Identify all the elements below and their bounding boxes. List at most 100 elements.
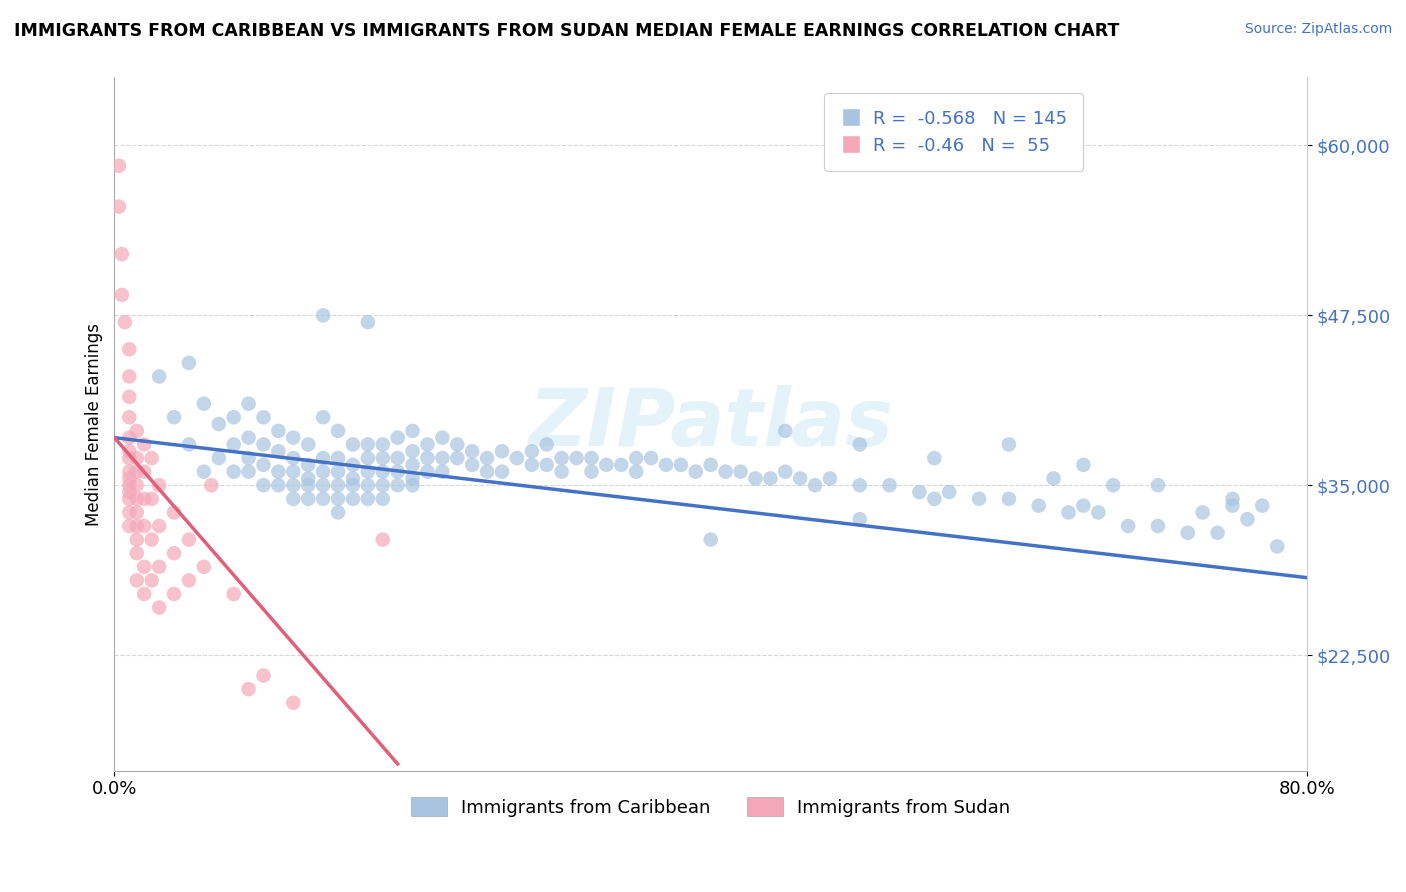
Point <box>432 465 454 479</box>
Point <box>297 458 319 472</box>
Point <box>163 546 186 560</box>
Point <box>141 533 163 547</box>
Point <box>326 465 349 479</box>
Point <box>118 485 141 500</box>
Point <box>193 397 215 411</box>
Point <box>125 451 148 466</box>
Point <box>624 465 647 479</box>
Point <box>371 533 394 547</box>
Point <box>401 444 423 458</box>
Point <box>326 505 349 519</box>
Point <box>491 444 513 458</box>
Point <box>342 491 364 506</box>
Point <box>879 478 901 492</box>
Point <box>312 451 335 466</box>
Point <box>357 465 380 479</box>
Point <box>416 437 439 451</box>
Point <box>297 437 319 451</box>
Point <box>193 465 215 479</box>
Point <box>1102 478 1125 492</box>
Point <box>520 444 543 458</box>
Point <box>148 559 170 574</box>
Point <box>461 444 484 458</box>
Point <box>1265 540 1288 554</box>
Point <box>371 451 394 466</box>
Point <box>432 431 454 445</box>
Point <box>134 465 156 479</box>
Point <box>312 478 335 492</box>
Point <box>1147 519 1170 533</box>
Point <box>134 587 156 601</box>
Text: Source: ZipAtlas.com: Source: ZipAtlas.com <box>1244 22 1392 37</box>
Point <box>148 519 170 533</box>
Point <box>238 451 260 466</box>
Point <box>371 478 394 492</box>
Point <box>283 431 305 445</box>
Point <box>125 519 148 533</box>
Point <box>326 424 349 438</box>
Point <box>491 465 513 479</box>
Point <box>252 437 274 451</box>
Point <box>177 356 200 370</box>
Point <box>655 458 678 472</box>
Point <box>595 458 617 472</box>
Point <box>283 696 305 710</box>
Point <box>520 458 543 472</box>
Point <box>357 491 380 506</box>
Point <box>1236 512 1258 526</box>
Point <box>624 451 647 466</box>
Point <box>238 465 260 479</box>
Point <box>238 431 260 445</box>
Point <box>125 465 148 479</box>
Point <box>222 465 245 479</box>
Point <box>283 465 305 479</box>
Point <box>759 471 782 485</box>
Point <box>148 369 170 384</box>
Point <box>342 471 364 485</box>
Point <box>118 471 141 485</box>
Point <box>432 451 454 466</box>
Point <box>238 397 260 411</box>
Point <box>252 478 274 492</box>
Point <box>252 668 274 682</box>
Point <box>475 465 498 479</box>
Point <box>163 410 186 425</box>
Point <box>297 491 319 506</box>
Point <box>416 465 439 479</box>
Point <box>998 491 1021 506</box>
Point <box>938 485 960 500</box>
Point <box>804 478 827 492</box>
Point <box>446 451 468 466</box>
Point <box>134 437 156 451</box>
Point <box>111 247 134 261</box>
Point <box>134 491 156 506</box>
Point <box>312 410 335 425</box>
Point <box>326 478 349 492</box>
Point <box>267 424 290 438</box>
Point <box>125 533 148 547</box>
Point <box>125 491 148 506</box>
Point <box>326 491 349 506</box>
Point <box>401 458 423 472</box>
Point <box>685 465 707 479</box>
Point <box>342 437 364 451</box>
Point <box>610 458 633 472</box>
Point <box>1251 499 1274 513</box>
Point <box>1073 458 1095 472</box>
Point <box>416 451 439 466</box>
Point <box>550 465 572 479</box>
Point <box>357 478 380 492</box>
Point <box>849 512 872 526</box>
Point <box>1177 525 1199 540</box>
Point <box>118 505 141 519</box>
Point <box>108 200 131 214</box>
Point <box>134 519 156 533</box>
Point <box>908 485 931 500</box>
Point <box>401 424 423 438</box>
Point <box>238 682 260 697</box>
Point <box>1087 505 1109 519</box>
Point <box>141 574 163 588</box>
Point <box>222 410 245 425</box>
Point <box>924 491 946 506</box>
Point <box>208 451 231 466</box>
